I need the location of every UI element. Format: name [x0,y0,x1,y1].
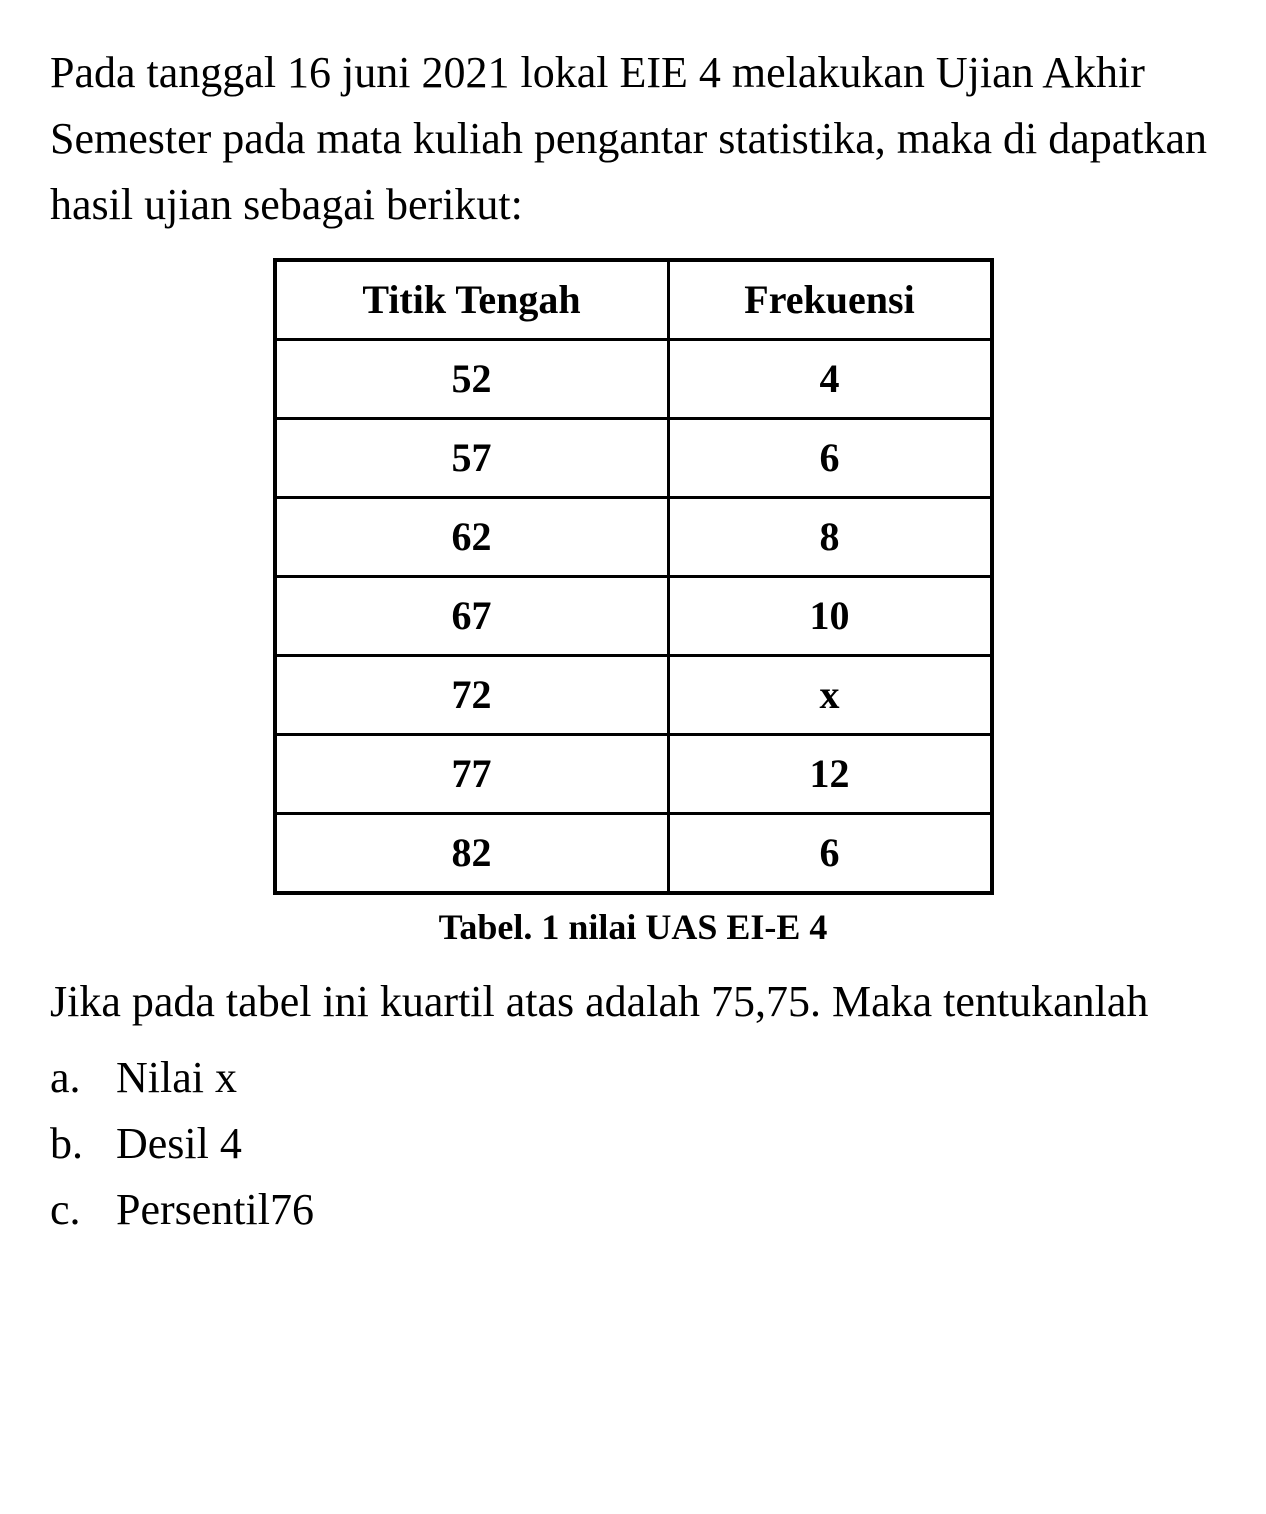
question-letter: a. [50,1045,105,1111]
table-row: 67 10 [275,577,992,656]
cell-midpoint: 62 [275,498,669,577]
table-container: Titik Tengah Frekuensi 52 4 57 6 62 8 67… [50,258,1216,895]
question-text: Persentil76 [116,1185,314,1234]
question-item: a. Nilai x [50,1045,1216,1111]
intro-paragraph: Pada tanggal 16 juni 2021 lokal EIE 4 me… [50,40,1216,238]
header-frequency: Frekuensi [668,260,992,340]
cell-frequency: 4 [668,340,992,419]
cell-midpoint: 52 [275,340,669,419]
cell-midpoint: 67 [275,577,669,656]
question-list: a. Nilai x b. Desil 4 c. Persentil76 [50,1045,1216,1243]
question-letter: c. [50,1177,105,1243]
question-text: Nilai x [116,1053,237,1102]
table-row: 82 6 [275,814,992,894]
cell-frequency: 10 [668,577,992,656]
cell-midpoint: 82 [275,814,669,894]
table-header-row: Titik Tengah Frekuensi [275,260,992,340]
question-letter: b. [50,1111,105,1177]
cell-frequency: x [668,656,992,735]
table-row: 77 12 [275,735,992,814]
cell-frequency: 6 [668,814,992,894]
cell-frequency: 12 [668,735,992,814]
post-paragraph: Jika pada tabel ini kuartil atas adalah … [50,969,1216,1035]
cell-midpoint: 72 [275,656,669,735]
cell-midpoint: 57 [275,419,669,498]
question-item: b. Desil 4 [50,1111,1216,1177]
question-item: c. Persentil76 [50,1177,1216,1243]
table-row: 52 4 [275,340,992,419]
table-row: 57 6 [275,419,992,498]
header-midpoint: Titik Tengah [275,260,669,340]
table-caption: Tabel. 1 nilai UAS EI-E 4 [50,900,1216,954]
cell-frequency: 8 [668,498,992,577]
question-text: Desil 4 [116,1119,242,1168]
data-table: Titik Tengah Frekuensi 52 4 57 6 62 8 67… [273,258,994,895]
cell-midpoint: 77 [275,735,669,814]
table-row: 62 8 [275,498,992,577]
cell-frequency: 6 [668,419,992,498]
table-row: 72 x [275,656,992,735]
